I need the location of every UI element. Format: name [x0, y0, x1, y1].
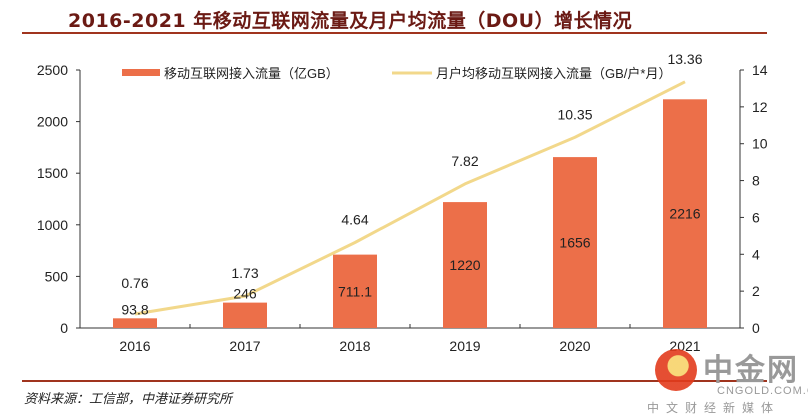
- x-axis-tick-label: 2016: [119, 338, 150, 354]
- right-axis-tick-label: 4: [752, 246, 760, 262]
- x-axis-tick-label: 2019: [449, 338, 480, 354]
- right-axis-tick-label: 2: [752, 283, 760, 299]
- bar: [223, 302, 267, 328]
- bar-data-label: 1220: [449, 257, 480, 273]
- bar: [553, 157, 597, 328]
- line-data-label: 0.76: [121, 275, 148, 291]
- line-data-label: 7.82: [451, 153, 478, 169]
- line-series: [134, 80, 686, 316]
- legend-bar-swatch: [122, 69, 160, 76]
- dou-line: [134, 80, 686, 316]
- source-rule: [22, 380, 767, 382]
- line-data-label: 13.36: [667, 51, 702, 67]
- right-axis-tick-label: 14: [752, 62, 768, 78]
- data-labels: 93.8 246 711.1 1220 1656 2216 0.76 1.73 4.64 7.82…: [121, 51, 702, 318]
- bar: [333, 254, 377, 328]
- right-axis-tick-label: 12: [752, 99, 768, 115]
- right-axis-tick-label: 8: [752, 173, 760, 189]
- bar-data-label: 93.8: [121, 301, 148, 317]
- x-axis-tick-label: 2018: [339, 338, 370, 354]
- watermark-brand: 中金网: [703, 353, 799, 388]
- left-axis-tick-label: 2000: [37, 114, 68, 130]
- bar: [443, 202, 487, 328]
- watermark-site: CNGOLD.COM.CN: [717, 385, 808, 397]
- bar: [663, 99, 707, 328]
- right-axis-tick-label: 0: [752, 320, 760, 336]
- chart-title: 2016-2021 年移动互联网流量及月户均流量（DOU）增长情况: [68, 10, 633, 32]
- legend-line-label: 月户均移动互联网接入流量（GB/户*月）: [436, 66, 671, 81]
- left-axis-tick-label: 500: [45, 268, 69, 284]
- bar-data-label: 1656: [559, 235, 590, 251]
- line-data-label: 10.35: [557, 106, 592, 122]
- bar-data-label: 711.1: [338, 283, 372, 299]
- right-axis-tick-label: 6: [752, 209, 760, 225]
- line-data-label: 4.64: [341, 211, 368, 227]
- bars: [113, 99, 707, 328]
- watermark-logo-icon: [655, 349, 697, 391]
- watermark: 中金网 CNGOLD.COM.CN 中文财经新媒体: [645, 345, 808, 415]
- left-axis-tick-label: 1500: [37, 165, 68, 181]
- x-axis-tick-label: 2020: [559, 338, 590, 354]
- left-axis-tick-label: 0: [60, 320, 68, 336]
- watermark-tagline: 中文财经新媒体: [647, 401, 781, 415]
- right-axis-tick-label: 10: [752, 136, 768, 152]
- left-axis-tick-label: 1000: [37, 217, 68, 233]
- x-axis-tick-label: 2017: [229, 338, 260, 354]
- source-note: 资料来源：工信部，中港证券研究所: [24, 392, 233, 407]
- bar-data-label: 2216: [669, 206, 700, 222]
- bar-data-label: 246: [233, 286, 257, 302]
- line-data-label: 1.73: [231, 265, 258, 281]
- title-rule: [22, 32, 767, 34]
- legend: 移动互联网接入流量（亿GB） 月户均移动互联网接入流量（GB/户*月）: [122, 66, 671, 81]
- bar: [113, 318, 157, 328]
- legend-bar-label: 移动互联网接入流量（亿GB）: [164, 66, 339, 81]
- left-axis-tick-label: 2500: [37, 62, 68, 78]
